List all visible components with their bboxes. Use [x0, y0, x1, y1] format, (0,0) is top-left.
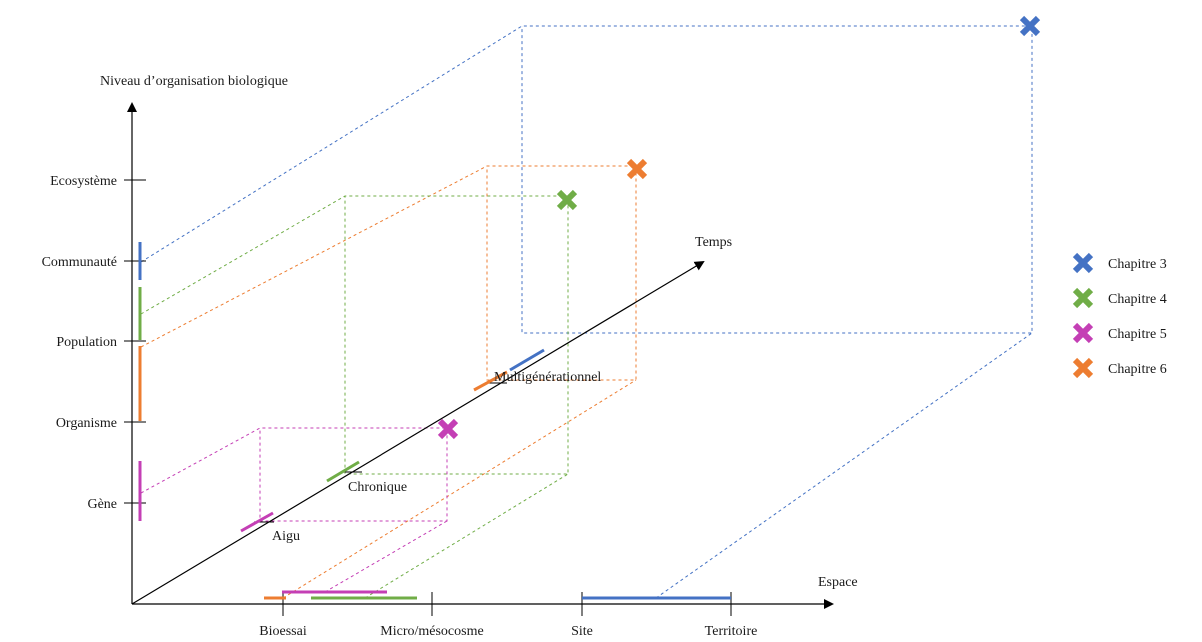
cross-icon	[626, 158, 648, 180]
cross-icon	[1019, 15, 1041, 37]
time-level-label: Aigu	[272, 529, 300, 544]
marker-chapitre-3	[1019, 15, 1041, 37]
cross-icon	[437, 418, 459, 440]
x-level-label: Micro/mésocosme	[380, 624, 483, 639]
axes	[127, 102, 834, 609]
legend-label: Chapitre 3	[1108, 257, 1167, 272]
chapitre-5-box	[140, 427, 448, 593]
legend-item: Chapitre 3	[1072, 252, 1167, 274]
cross-icon	[1072, 322, 1094, 344]
y-level-label: Organisme	[56, 416, 117, 431]
y-axis-title: Niveau d’organisation biologique	[100, 74, 288, 89]
x-axis-title: Espace	[818, 575, 858, 590]
range-t-chapitre-6	[473, 370, 508, 392]
marker-chapitre-4	[556, 189, 578, 211]
cross-icon	[556, 189, 578, 211]
y-level-label: Communauté	[42, 255, 117, 270]
time-level-label: Chronique	[348, 480, 407, 495]
marker-chapitre-6	[626, 158, 648, 180]
chapitre-4-box	[140, 195, 569, 599]
chapitre-3-box	[140, 25, 1033, 599]
legend: Chapitre 3 Chapitre 4 Chapitre 5 Chapitr…	[1072, 252, 1167, 379]
range-t-chapitre-5	[240, 511, 274, 533]
x-level-label: Bioessai	[259, 624, 307, 639]
y-level-label: Population	[56, 335, 117, 350]
y-axis-ticks	[124, 179, 146, 504]
time-axis	[131, 260, 705, 605]
y-level-label: Gène	[87, 497, 117, 512]
marker-chapitre-5	[437, 418, 459, 440]
time-axis-title: Temps	[695, 235, 732, 250]
legend-item: Chapitre 4	[1072, 287, 1167, 309]
range-t-chapitre-4	[326, 460, 360, 483]
time-level-label: Multigénérationnel	[494, 370, 601, 385]
legend-item: Chapitre 6	[1072, 357, 1167, 379]
time-axis-ticks	[254, 382, 507, 523]
legend-label: Chapitre 5	[1108, 327, 1167, 342]
cross-icon	[1072, 357, 1094, 379]
cross-icon	[1072, 252, 1094, 274]
x-axis-ticks	[282, 592, 732, 616]
legend-label: Chapitre 6	[1108, 362, 1167, 377]
y-level-label: Ecosystème	[50, 174, 117, 189]
legend-item: Chapitre 5	[1072, 322, 1167, 344]
x-level-label: Territoire	[705, 624, 758, 639]
legend-label: Chapitre 4	[1108, 292, 1167, 307]
range-t-chapitre-3	[509, 348, 545, 372]
x-level-label: Site	[571, 624, 593, 639]
cross-icon	[1072, 287, 1094, 309]
